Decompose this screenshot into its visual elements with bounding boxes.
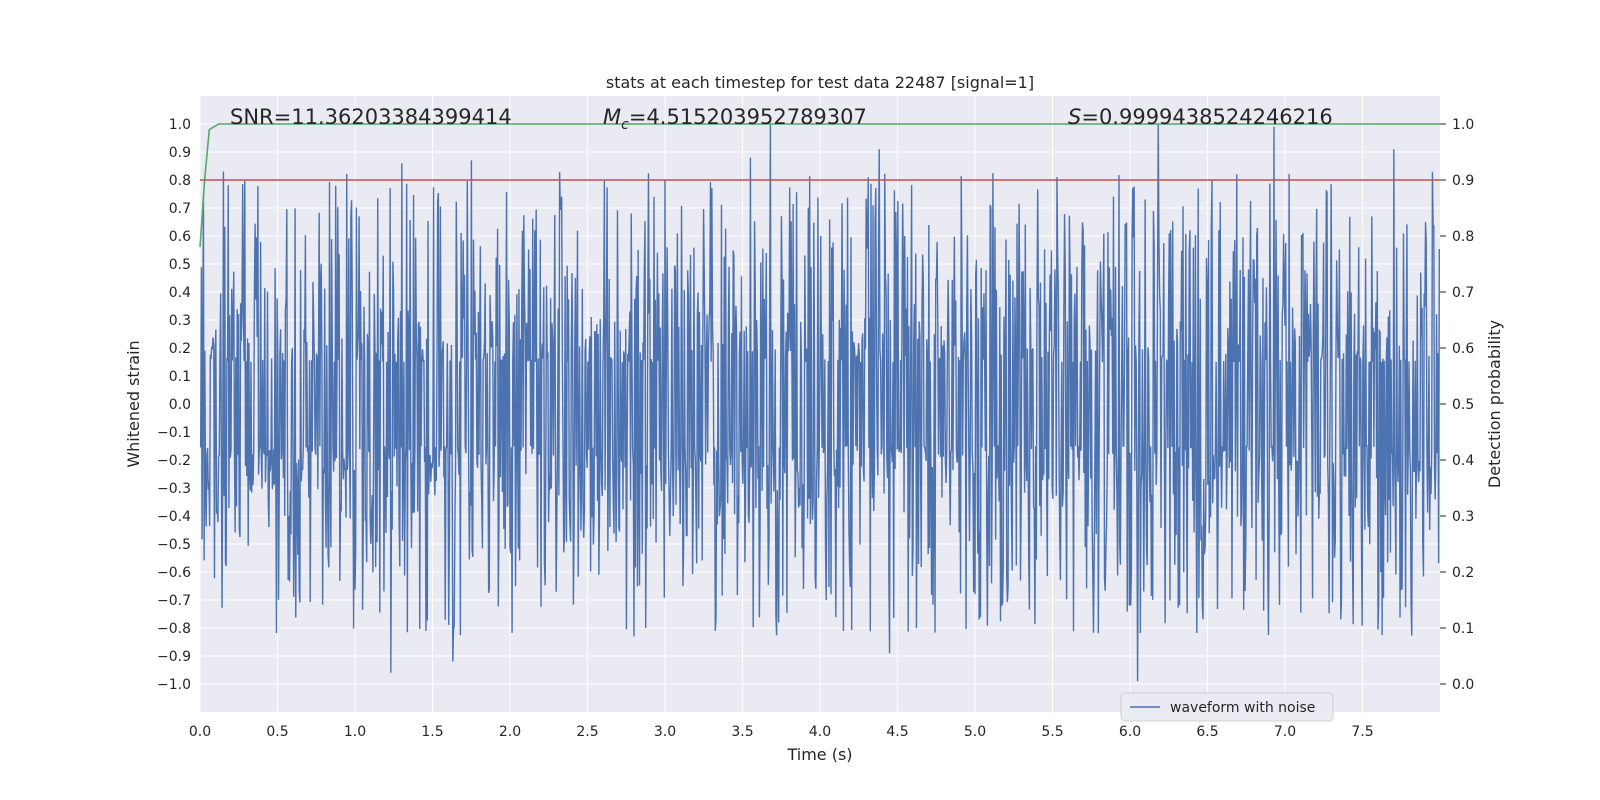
- y-tick-label: −0.2: [157, 453, 191, 469]
- y-tick-label: 0.8: [169, 173, 191, 189]
- y-tick-label: 0.2: [169, 341, 191, 357]
- y-tick-label: 0.7: [169, 201, 191, 217]
- x-axis-label: Time (s): [786, 745, 852, 764]
- y-tick-label: −0.8: [157, 621, 191, 637]
- y-tick-label: −0.3: [157, 481, 191, 497]
- y-tick-label: −0.5: [157, 537, 191, 553]
- x-axis-ticks: 0.0 0.5 1.0 1.5 2.0 2.5 3.0 3.5 4.0 4.5 5.0 5.5 6.0 6…: [189, 724, 1374, 740]
- y-axis-ticks: 1.0 0.9 0.8 0.7 0.6 0.5 0.4 0.3 0.2 0.1 0.0 −0.1 −0.…: [157, 117, 191, 693]
- x-tick-label: 3.0: [654, 724, 676, 740]
- y2-tick-label: 0.6: [1452, 341, 1474, 357]
- x-tick-label: 6.5: [1196, 724, 1218, 740]
- mc-symbol: M: [603, 105, 621, 129]
- y2-tick-label: 0.0: [1452, 677, 1474, 693]
- y-axis-label: Whitened strain: [124, 340, 143, 467]
- x-tick-label: 3.5: [731, 724, 753, 740]
- x-tick-label: 6.0: [1119, 724, 1141, 740]
- x-tick-label: 4.5: [886, 724, 908, 740]
- x-tick-label: 0.0: [189, 724, 211, 740]
- legend-box: [1120, 692, 1334, 722]
- y-tick-label: −1.0: [157, 677, 191, 693]
- mc-value: =4.515203952789307: [629, 105, 867, 129]
- y2-tick-label: 0.2: [1452, 565, 1474, 581]
- y2-axis-ticks: 1.0 0.9 0.8 0.7 0.6 0.5 0.4 0.3 0.2 0.1 0.0: [1440, 117, 1474, 693]
- legend: waveform with noise: [1120, 692, 1334, 722]
- y-tick-label: 0.4: [169, 285, 191, 301]
- x-tick-label: 7.5: [1351, 724, 1373, 740]
- mc-subscript: c: [621, 117, 629, 133]
- mc-annotation: Mc=4.515203952789307: [603, 105, 867, 133]
- y-tick-label: −0.4: [157, 509, 191, 525]
- y2-tick-label: 0.4: [1452, 453, 1474, 469]
- y2-tick-label: 1.0: [1452, 117, 1474, 133]
- x-tick-label: 7.0: [1274, 724, 1296, 740]
- chart-title: stats at each timestep for test data 224…: [606, 73, 1034, 92]
- s-symbol: S: [1068, 105, 1081, 129]
- x-tick-label: 4.0: [809, 724, 831, 740]
- y-tick-label: 0.1: [169, 369, 191, 385]
- y-tick-label: −0.7: [157, 593, 191, 609]
- y2-tick-label: 0.7: [1452, 285, 1474, 301]
- y2-tick-label: 0.9: [1452, 173, 1474, 189]
- waveform-series: [199, 123, 1441, 682]
- y-tick-label: 0.3: [169, 313, 191, 329]
- y2-axis-label: Detection probability: [1485, 320, 1504, 488]
- x-tick-label: 1.0: [344, 724, 366, 740]
- y-tick-label: 0.5: [169, 257, 191, 273]
- snr-annotation: SNR=11.36203384399414: [230, 105, 512, 129]
- x-tick-label: 2.0: [499, 724, 521, 740]
- y2-tick-label: 0.1: [1452, 621, 1474, 637]
- waveform-line: [199, 123, 1441, 682]
- y-tick-label: −0.9: [157, 649, 191, 665]
- legend-label: waveform with noise: [1170, 700, 1315, 716]
- y2-tick-label: 0.8: [1452, 229, 1474, 245]
- y-tick-label: 1.0: [169, 117, 191, 133]
- y-tick-label: −0.6: [157, 565, 191, 581]
- y2-tick-label: 0.5: [1452, 397, 1474, 413]
- s-annotation: S=0.9999438524246216: [1068, 105, 1333, 129]
- x-tick-label: 0.5: [266, 724, 288, 740]
- x-tick-label: 5.5: [1041, 724, 1063, 740]
- x-tick-label: 1.5: [421, 724, 443, 740]
- x-tick-label: 2.5: [576, 724, 598, 740]
- y-tick-label: 0.6: [169, 229, 191, 245]
- y-tick-label: −0.1: [157, 425, 191, 441]
- y-tick-label: 0.9: [169, 145, 191, 161]
- s-value: =0.9999438524246216: [1081, 105, 1332, 129]
- x-tick-label: 5.0: [964, 724, 986, 740]
- y2-tick-label: 0.3: [1452, 509, 1474, 525]
- y-tick-label: 0.0: [169, 397, 191, 413]
- probability-series: [199, 123, 1440, 248]
- detection-probability-line: [199, 123, 1440, 248]
